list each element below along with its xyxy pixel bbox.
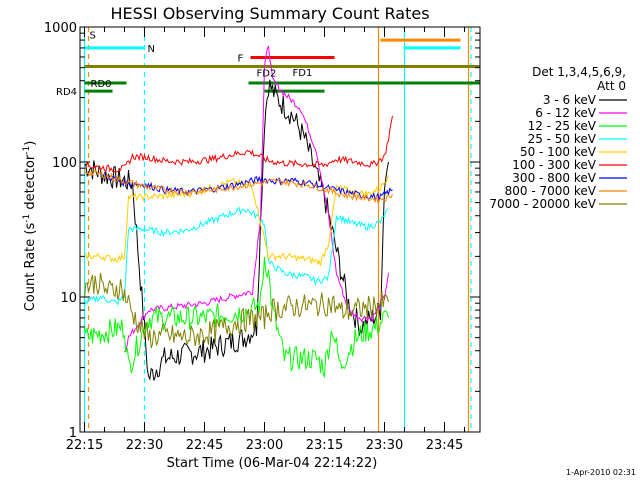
svg-text:Count Rate (s-1 detector-1): Count Rate (s-1 detector-1) — [22, 141, 38, 312]
plot-frame — [79, 26, 481, 433]
series-line-7000-20000-kev — [84, 272, 389, 349]
x-tick-label: 23:00 — [246, 438, 283, 453]
y-tick-label: 100 — [52, 156, 77, 171]
legend-label: 12 - 25 keV — [528, 119, 597, 133]
timestamp-footer: 1-Apr-2010 02:31 — [566, 468, 636, 477]
series-line-50-100-kev — [84, 174, 389, 266]
legend-label: 6 - 12 keV — [535, 106, 597, 120]
x-tick-label: 23:30 — [366, 438, 403, 453]
series-line-12-25-kev — [84, 256, 389, 379]
series-line-300-800-kev — [104, 172, 393, 201]
legend-label: 100 - 300 keV — [512, 158, 596, 172]
legend-header-1: Det 1,3,4,5,6,9, — [532, 65, 626, 79]
legend-label: 7000 - 20000 keV — [489, 197, 596, 211]
series-line-6-12-kev — [124, 45, 389, 353]
flag-label-rd0: RD0 — [91, 79, 112, 90]
series-line-25-50-kev — [84, 206, 389, 307]
legend-label: 50 - 100 keV — [520, 145, 597, 159]
legend-label: 3 - 6 keV — [543, 93, 597, 107]
flag-label-rd4: RD4 — [56, 87, 77, 98]
legend-label: 25 - 50 keV — [528, 132, 597, 146]
x-tick-label: 23:15 — [306, 438, 343, 453]
series-line-100-300-kev — [84, 115, 393, 173]
y-tick-label: 1 — [69, 426, 77, 441]
legend-label: 300 - 800 keV — [512, 171, 596, 185]
chart-title: HESSI Observing Summary Count Rates — [110, 4, 429, 23]
y-tick-label: 10 — [60, 291, 77, 306]
legend-label: 800 - 7000 keV — [505, 184, 597, 198]
series-line-800-7000-kev — [84, 169, 393, 204]
x-tick-label: 22:45 — [186, 438, 223, 453]
legend-header-2: Att 0 — [597, 79, 626, 93]
x-tick-label: 23:45 — [426, 438, 463, 453]
y-tick-label: 1000 — [44, 21, 77, 36]
flag-label-s: S — [90, 30, 96, 41]
flag-label-fd1: FD1 — [293, 68, 313, 79]
series-line-3-6-kev — [84, 79, 389, 381]
x-axis-label: Start Time (06-Mar-04 22:14:22) — [167, 456, 378, 471]
flag-label-n: N — [148, 44, 155, 55]
y-axis-label: Count Rate (s-1 detector-1) — [22, 141, 38, 312]
x-tick-label: 22:15 — [66, 438, 103, 453]
flag-label-f: F — [238, 53, 244, 64]
flag-label-fd2: FD2 — [257, 69, 277, 80]
x-tick-label: 22:30 — [126, 438, 163, 453]
